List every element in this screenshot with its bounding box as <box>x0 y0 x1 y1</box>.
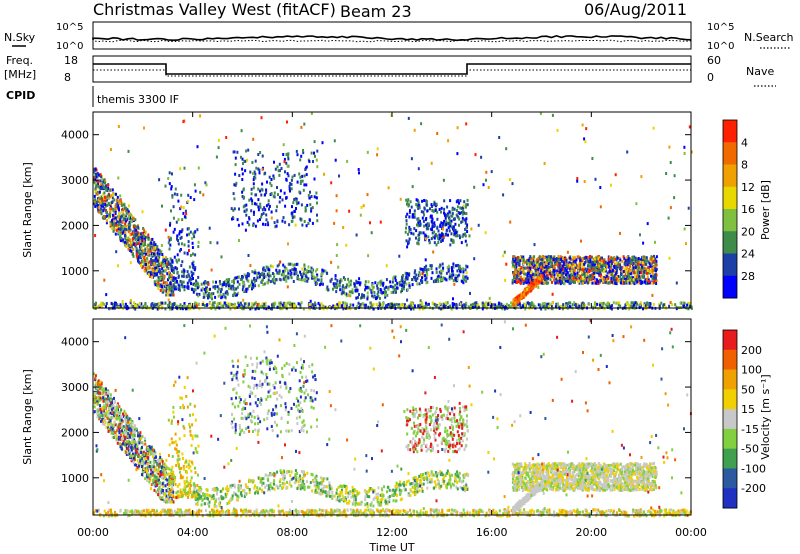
nsky-tick-bottom: 10^0 <box>56 41 83 52</box>
date-label: 06/Aug/2011 <box>584 0 687 19</box>
freq-tick-bottom: 8 <box>64 71 71 84</box>
power-ylabel: Slant Range [km] <box>21 162 34 258</box>
nave-tick-bottom: 0 <box>707 71 714 84</box>
nsky-panel: N.Sky 10^5 10^0 10^5 10^0 N.Search <box>4 21 794 52</box>
nave-trace <box>93 69 691 77</box>
freq-trace <box>93 63 691 75</box>
colorbar-tick-label: -15 <box>741 423 759 436</box>
velocity-colorbar: 200 100 50 15 -15 -50 -100 -200 Velocity [m s⁻¹… <box>722 329 772 509</box>
cpid-label: CPID <box>6 89 35 102</box>
y-tick-label: 3000 <box>61 174 89 187</box>
x-tick-label: 04:00 <box>177 526 209 539</box>
velocity-panel: 1000 2000 3000 4000 Slant Range [km] <box>21 318 692 518</box>
x-tick-label: 08:00 <box>276 526 308 539</box>
colorbar-tick-label: 28 <box>741 270 755 283</box>
power-scatter <box>93 112 693 311</box>
power-colorbar: 4 8 12 16 20 24 28 Power [dB] <box>722 119 772 299</box>
cpid-text: themis 3300 IF <box>97 93 179 106</box>
colorbar-tick-label: -200 <box>741 482 766 495</box>
station-title: Christmas Valley West (fitACF) <box>93 0 336 19</box>
nsearch-trace <box>92 39 692 43</box>
colorbar-tick-label: 20 <box>741 225 755 238</box>
colorbar-tick-label: 16 <box>741 203 755 216</box>
x-tick-label: 00:00 <box>77 526 109 539</box>
x-tick-label: 16:00 <box>476 526 508 539</box>
y-tick-label: 2000 <box>61 426 89 439</box>
nsky-trace <box>92 34 692 42</box>
y-tick-label: 4000 <box>61 336 89 349</box>
colorbar-tick-label: 15 <box>741 403 755 416</box>
colorbar-tick-label: 4 <box>741 136 748 149</box>
colorbar-tick-label: 12 <box>741 181 755 194</box>
nsearch-label: N.Search <box>744 31 794 44</box>
nsearch-tick-top: 10^5 <box>707 22 734 33</box>
y-tick-label: 4000 <box>61 129 89 142</box>
freq-unit: [MHz] <box>4 68 36 81</box>
nsky-label: N.Sky <box>4 31 36 44</box>
nsearch-tick-bottom: 10^0 <box>707 41 734 52</box>
y-tick-label: 1000 <box>61 265 89 278</box>
colorbar-tick-label: 50 <box>741 383 755 396</box>
colorbar-tick-label: -100 <box>741 462 766 475</box>
velocity-scatter <box>93 319 692 518</box>
y-tick-label: 3000 <box>61 381 89 394</box>
y-tick-label: 2000 <box>61 219 89 232</box>
freq-tick-top: 18 <box>64 54 78 67</box>
freq-label: Freq. <box>6 54 33 67</box>
x-tick-label: 20:00 <box>575 526 607 539</box>
power-panel: 1000 2000 3000 4000 Slant Range [km] <box>21 111 693 311</box>
y-tick-label: 1000 <box>61 472 89 485</box>
nave-tick-top: 60 <box>707 54 721 67</box>
colorbar-tick-label: 24 <box>741 248 755 261</box>
velocity-ylabel: Slant Range [km] <box>21 369 34 465</box>
x-tick-label: 12:00 <box>376 526 408 539</box>
x-tick-label: 00:00 <box>675 526 707 539</box>
cpid-panel: CPID themis 3300 IF <box>6 86 179 107</box>
nave-label: Nave <box>746 65 774 78</box>
time-axis: 00:00 04:00 08:00 12:00 16:00 20:00 00:00 <box>77 112 707 539</box>
power-colorbar-label: Power [dB] <box>759 180 772 240</box>
colorbar-tick-label: 100 <box>741 364 762 377</box>
colorbar-tick-label: 200 <box>741 344 762 357</box>
freq-panel: Freq. [MHz] 18 8 60 0 Nave <box>4 54 776 87</box>
x-axis-label: Time UT <box>368 541 414 554</box>
colorbar-tick-label: 8 <box>741 159 748 172</box>
nsky-tick-top: 10^5 <box>56 22 83 33</box>
velocity-colorbar-label: Velocity [m s⁻¹] <box>759 374 772 459</box>
colorbar-tick-label: -50 <box>741 443 759 456</box>
beam-label: Beam 23 <box>340 2 412 21</box>
